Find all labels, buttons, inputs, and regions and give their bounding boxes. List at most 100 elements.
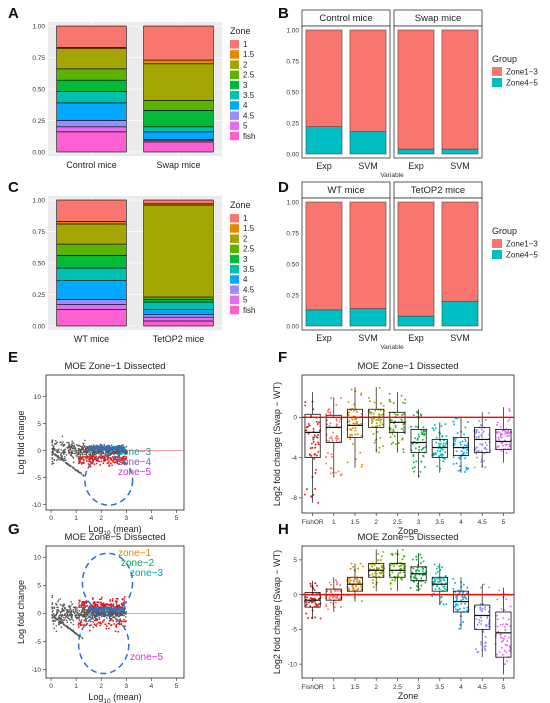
data-point [111, 598, 114, 600]
data-point [92, 601, 95, 604]
data-point [334, 471, 337, 474]
y-tick-label: 0.00 [286, 323, 299, 330]
data-point [480, 428, 483, 431]
data-point [350, 562, 353, 565]
data-point [315, 584, 318, 587]
data-point [76, 444, 78, 446]
legend-label: 1.5 [243, 224, 255, 233]
data-point [77, 611, 79, 614]
data-point [61, 608, 64, 611]
bar-zone1-3 [397, 29, 435, 150]
legend-key-5 [230, 295, 239, 305]
data-point [506, 432, 509, 435]
data-point [109, 599, 112, 601]
data-point [106, 459, 109, 461]
data-point [479, 608, 482, 611]
data-point [87, 463, 90, 465]
data-point [96, 623, 98, 625]
data-point [334, 601, 337, 604]
data-point [53, 448, 56, 451]
data-point [436, 585, 438, 588]
x-category-label: FishOR [302, 519, 324, 526]
data-point [500, 641, 503, 643]
data-point [85, 457, 88, 460]
data-point [310, 616, 313, 619]
data-point [111, 616, 114, 618]
data-point [307, 432, 310, 435]
legend-label: 4 [243, 275, 248, 284]
data-point [500, 450, 503, 453]
legend-label: 1.5 [243, 50, 255, 59]
data-point [480, 623, 483, 625]
data-point [352, 589, 355, 591]
data-point [66, 446, 68, 449]
legend-title: Zone [230, 26, 251, 36]
data-point [66, 609, 69, 612]
legend-label: 2.5 [243, 245, 255, 254]
data-point [459, 443, 462, 446]
data-point [101, 608, 104, 611]
data-point [103, 619, 106, 621]
data-point [69, 449, 71, 451]
data-point [116, 450, 118, 453]
data-point [71, 440, 73, 443]
data-point [415, 555, 418, 558]
data-point [394, 579, 397, 582]
x-tick-label: 2 [99, 515, 103, 522]
data-point [79, 445, 81, 447]
data-point [75, 613, 78, 616]
panel-e: MOE Zone−1 Dissected 0 1 2 3 4 5 10 5 0 -5 -10 Log10… [16, 361, 185, 537]
data-point [417, 433, 420, 436]
data-point [77, 626, 80, 628]
data-point [445, 603, 448, 606]
data-point [121, 620, 123, 623]
data-point [445, 588, 448, 591]
data-point [326, 409, 329, 412]
bar-segment-1 [143, 199, 214, 205]
data-point [94, 619, 96, 622]
data-point [75, 455, 78, 457]
x-category-label: 2.5 [393, 684, 402, 691]
data-point [72, 606, 75, 608]
data-point [507, 636, 510, 639]
data-point [335, 580, 338, 583]
data-point [67, 463, 70, 465]
bar-segment-4-5 [143, 314, 214, 318]
data-point [496, 625, 499, 628]
data-point [105, 446, 108, 448]
data-point [87, 612, 90, 615]
data-point [420, 460, 423, 463]
data-point [94, 614, 97, 617]
data-point [390, 587, 392, 590]
data-point [326, 423, 329, 426]
data-point [380, 413, 383, 416]
data-point [79, 620, 82, 623]
data-point [399, 577, 402, 580]
data-point [110, 624, 113, 626]
data-point [51, 441, 54, 443]
data-point [51, 463, 54, 465]
data-point [51, 454, 54, 456]
box [346, 408, 364, 438]
data-point [303, 493, 306, 496]
data-point [54, 439, 57, 442]
x-category-label: SVM [358, 161, 378, 171]
data-point [339, 590, 342, 593]
data-point [88, 445, 91, 448]
data-point [85, 613, 87, 616]
legend-key-3-5 [230, 91, 239, 100]
data-point [464, 438, 467, 441]
chart-title: MOE Zone−5 Dissected [357, 532, 458, 543]
data-point [108, 617, 111, 619]
data-point [413, 580, 416, 583]
data-point [100, 598, 103, 600]
data-point [481, 444, 484, 447]
data-point [415, 577, 418, 580]
data-point [64, 624, 67, 627]
data-point [411, 467, 414, 470]
y-axis-label: Log2 fold change (Swap − WT) [272, 550, 282, 674]
x-category-label: Control mice [66, 160, 117, 170]
data-point [99, 601, 102, 604]
data-point [60, 622, 63, 624]
data-point [393, 430, 395, 433]
